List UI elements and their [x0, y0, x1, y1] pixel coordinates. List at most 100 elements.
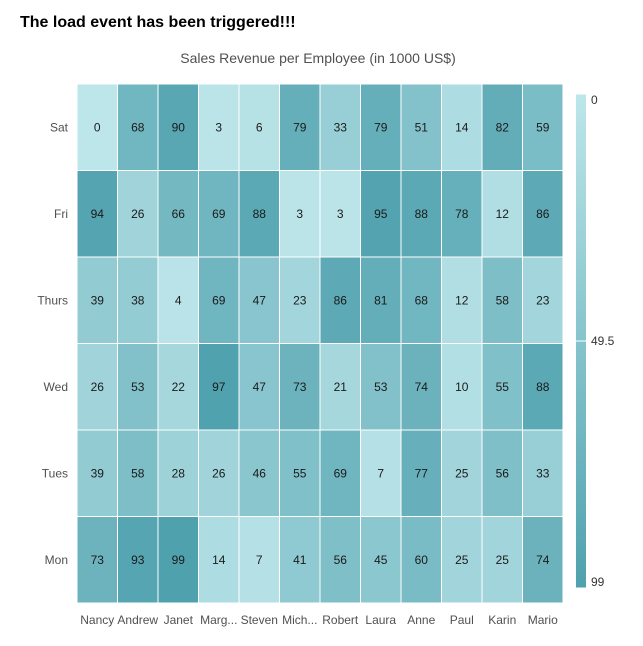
- heatmap-cell: [117, 429, 159, 517]
- cell-value-label: 74: [536, 553, 550, 567]
- cell-value-label: 12: [496, 207, 510, 221]
- heatmap-cell: [319, 256, 361, 344]
- cell-value-label: 82: [496, 120, 510, 134]
- cell-value-label: 56: [496, 466, 510, 480]
- cell-value-label: 58: [131, 466, 145, 480]
- heatmap-cell: [481, 516, 523, 604]
- cell-value-label: 38: [131, 293, 145, 307]
- cell-value-label: 59: [536, 120, 550, 134]
- x-tick-label: Karin: [488, 613, 516, 627]
- cell-value-label: 47: [253, 293, 267, 307]
- cell-value-label: 39: [91, 466, 105, 480]
- cell-value-label: 10: [455, 380, 469, 394]
- heatmap-cell: [522, 429, 564, 517]
- x-tick-label: Mich...: [282, 613, 317, 627]
- legend-label: 99: [591, 575, 605, 589]
- heatmap-cell: [117, 170, 159, 258]
- cell-value-label: 3: [337, 207, 344, 221]
- cell-value-label: 3: [215, 120, 222, 134]
- cell-value-label: 90: [172, 120, 186, 134]
- heatmap-cell: [441, 170, 483, 258]
- heatmap-cell: [157, 429, 199, 517]
- cell-value-label: 68: [415, 293, 429, 307]
- cell-value-label: 46: [253, 466, 267, 480]
- heatmap-cell: [238, 256, 280, 344]
- heatmap-cell: [441, 516, 483, 604]
- cell-value-label: 81: [374, 293, 388, 307]
- cell-value-label: 26: [91, 380, 105, 394]
- cell-value-label: 93: [131, 553, 145, 567]
- y-tick-label: Fri: [54, 207, 68, 221]
- cell-value-label: 53: [374, 380, 388, 394]
- heatmap-cell: [279, 83, 321, 171]
- heatmap-cell: [198, 256, 240, 344]
- cell-value-label: 58: [496, 293, 510, 307]
- x-tick-label: Janet: [164, 613, 194, 627]
- cell-value-label: 99: [172, 553, 186, 567]
- heatmap-cell: [441, 256, 483, 344]
- x-tick-label: Andrew: [117, 613, 158, 627]
- heatmap-cell: [360, 256, 402, 344]
- y-tick-label: Thurs: [37, 293, 68, 307]
- cell-value-label: 73: [293, 380, 307, 394]
- heatmap-cell: [319, 516, 361, 604]
- heatmap-cell: [522, 343, 564, 431]
- cell-value-label: 60: [415, 553, 429, 567]
- heatmap-cell: [238, 83, 280, 171]
- heatmap-cell: [360, 343, 402, 431]
- cell-value-label: 12: [455, 293, 469, 307]
- cell-value-label: 33: [334, 120, 348, 134]
- cell-value-label: 4: [175, 293, 182, 307]
- cell-value-label: 23: [293, 293, 307, 307]
- cell-value-label: 3: [296, 207, 303, 221]
- cell-value-label: 51: [415, 120, 429, 134]
- heatmap-cell: [279, 170, 321, 258]
- heatmap-cell: [157, 343, 199, 431]
- heatmap-cell: [238, 429, 280, 517]
- heatmap-cell: [319, 429, 361, 517]
- x-axis-labels: Nancy Andrew Janet Marg... Steven Mich... Robe…: [80, 613, 558, 627]
- heatmap-cell: [117, 343, 159, 431]
- load-event-message: The load event has been triggered!!!: [20, 14, 296, 31]
- heatmap-cell: [76, 256, 118, 344]
- heatmap-cell: [279, 516, 321, 604]
- cell-value-label: 33: [536, 466, 550, 480]
- heatmap-cell: [157, 516, 199, 604]
- y-tick-label: Mon: [45, 553, 68, 567]
- heatmap-cell: [238, 516, 280, 604]
- heatmap-cell: [400, 83, 442, 171]
- cell-value-label: 79: [293, 120, 307, 134]
- chart-title: Sales Revenue per Employee (in 1000 US$): [180, 50, 456, 66]
- heatmap-cell: [441, 343, 483, 431]
- heatmap-cell: [481, 429, 523, 517]
- cell-value-label: 39: [91, 293, 105, 307]
- heatmap-cell: [117, 516, 159, 604]
- heatmap-cell: [198, 516, 240, 604]
- cell-value-label: 23: [536, 293, 550, 307]
- x-tick-label: Paul: [450, 613, 474, 627]
- cell-value-label: 79: [374, 120, 388, 134]
- legend-label: 49.5: [591, 334, 615, 348]
- cell-value-label: 74: [415, 380, 429, 394]
- heatmap-cell: [157, 256, 199, 344]
- heatmap-cell: [481, 83, 523, 171]
- heatmap-cell: [522, 83, 564, 171]
- heatmap-cell: [360, 429, 402, 517]
- legend-label: 0: [591, 93, 598, 107]
- cell-value-label: 88: [536, 380, 550, 394]
- cell-value-label: 78: [455, 207, 469, 221]
- cell-value-label: 69: [212, 293, 226, 307]
- cell-value-label: 7: [377, 466, 384, 480]
- heatmap-cell: [279, 429, 321, 517]
- heatmap-cell: [238, 343, 280, 431]
- cell-value-label: 7: [256, 553, 263, 567]
- cell-value-label: 88: [253, 207, 267, 221]
- cell-value-label: 95: [374, 207, 388, 221]
- cell-value-label: 26: [131, 207, 145, 221]
- heatmap-cell: [279, 343, 321, 431]
- y-tick-label: Tues: [42, 466, 68, 480]
- cell-value-label: 45: [374, 553, 388, 567]
- cell-value-label: 55: [496, 380, 510, 394]
